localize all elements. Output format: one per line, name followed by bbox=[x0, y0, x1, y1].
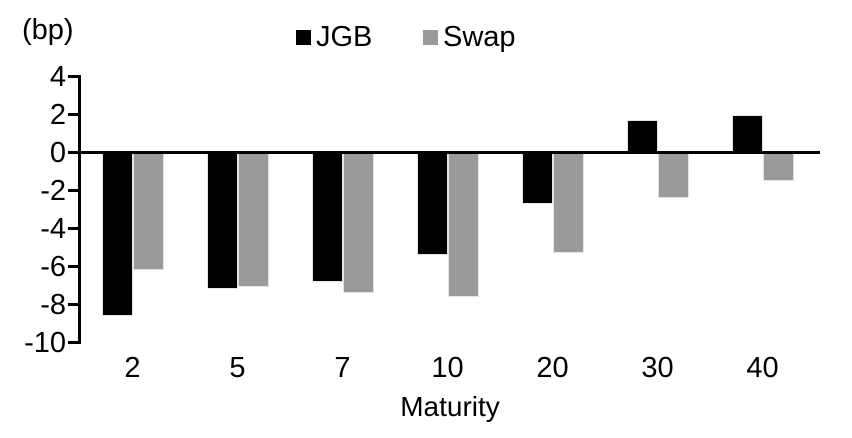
bar-jgb-30 bbox=[626, 120, 658, 153]
y-axis-tick bbox=[68, 303, 78, 306]
bar-swap-10 bbox=[447, 152, 479, 297]
x-tick-label-7: 7 bbox=[334, 352, 351, 384]
y-tick-label: 4 bbox=[49, 60, 66, 93]
bar-jgb-10 bbox=[416, 152, 448, 256]
legend-swatch-jgb bbox=[296, 29, 311, 45]
bar-swap-2 bbox=[132, 152, 164, 271]
y-tick-label: 0 bbox=[49, 136, 66, 169]
legend-label-swap: Swap bbox=[443, 21, 516, 53]
x-tick-label-20: 20 bbox=[536, 352, 569, 384]
x-tick-label-10: 10 bbox=[431, 352, 464, 384]
x-tick-label-2: 2 bbox=[124, 352, 141, 384]
y-axis-tick bbox=[68, 113, 78, 116]
y-axis-tick bbox=[68, 151, 78, 154]
y-axis-tick bbox=[68, 265, 78, 268]
y-axis-line bbox=[78, 75, 81, 344]
y-tick-label: -8 bbox=[40, 288, 66, 321]
bar-jgb-40 bbox=[731, 114, 763, 153]
legend-item-jgb: JGB bbox=[296, 22, 372, 52]
chart-legend: JGB Swap bbox=[0, 0, 852, 60]
y-axis-tick bbox=[68, 75, 78, 78]
x-tick-label-5: 5 bbox=[229, 352, 246, 384]
x-tick-label-30: 30 bbox=[641, 352, 674, 384]
bar-swap-5 bbox=[237, 152, 269, 288]
y-tick-label: -4 bbox=[40, 212, 66, 245]
legend-swatch-swap bbox=[423, 29, 438, 45]
legend-label-jgb: JGB bbox=[316, 21, 373, 53]
y-axis-unit-label: (bp) bbox=[22, 14, 74, 46]
y-tick-label: -10 bbox=[24, 326, 66, 359]
y-axis-tick bbox=[68, 189, 78, 192]
bar-swap-30 bbox=[657, 152, 689, 199]
y-tick-label: -2 bbox=[40, 174, 66, 207]
bar-swap-20 bbox=[552, 152, 584, 254]
bar-swap-7 bbox=[342, 152, 374, 294]
y-axis-tick bbox=[68, 227, 78, 230]
bar-jgb-5 bbox=[206, 152, 238, 290]
y-tick-label: -6 bbox=[40, 250, 66, 283]
bar-jgb-2 bbox=[101, 152, 133, 316]
x-axis-title: Maturity bbox=[400, 391, 500, 422]
y-axis-tick bbox=[68, 341, 78, 344]
bar-jgb-20 bbox=[521, 152, 553, 204]
legend-item-swap: Swap bbox=[423, 22, 516, 52]
x-tick-label-40: 40 bbox=[746, 352, 779, 384]
x-axis-zero-line bbox=[78, 151, 820, 154]
bar-jgb-7 bbox=[311, 152, 343, 282]
bar-swap-40 bbox=[762, 152, 794, 181]
y-tick-label: 2 bbox=[49, 98, 66, 131]
